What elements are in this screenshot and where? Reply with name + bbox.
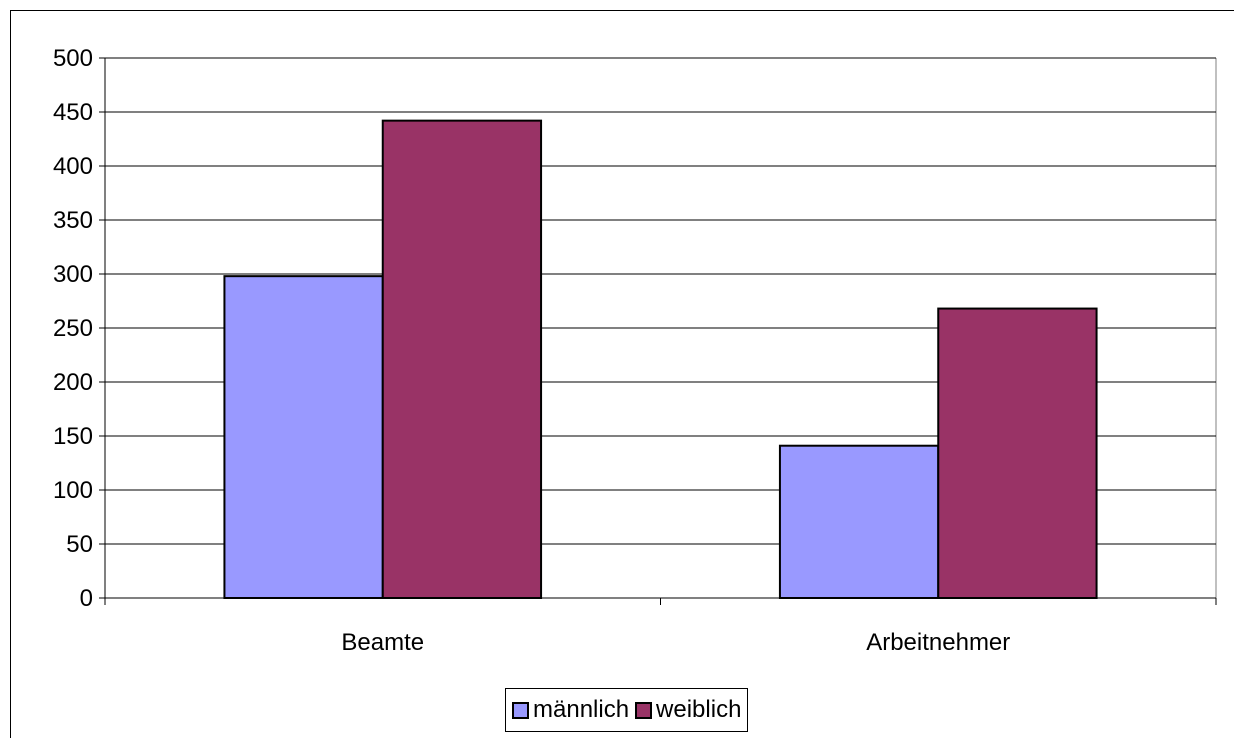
x-category-label: Arbeitnehmer	[866, 629, 1010, 656]
legend-item-male: männlich	[512, 696, 629, 724]
y-tick-label: 50	[66, 531, 93, 558]
y-tick-label: 0	[80, 585, 93, 612]
x-category-label: Beamte	[341, 629, 424, 656]
bar	[778, 444, 940, 599]
y-tick-label: 150	[53, 423, 93, 450]
chart-frame	[10, 10, 1234, 738]
legend-swatch-male	[512, 701, 529, 719]
bar	[937, 307, 1098, 599]
y-tick-label: 500	[53, 45, 93, 72]
legend-label-female: weiblich	[656, 696, 742, 723]
legend-swatch-female	[635, 701, 653, 719]
bar	[223, 275, 384, 599]
legend: männlich weiblich	[505, 688, 749, 732]
y-tick-label: 400	[53, 153, 93, 180]
y-tick-label: 450	[53, 99, 93, 126]
bar	[381, 119, 543, 599]
y-tick-label: 100	[53, 477, 93, 504]
y-tick-label: 300	[53, 261, 93, 288]
y-tick-label: 250	[53, 315, 93, 342]
y-tick-label: 200	[53, 369, 93, 396]
bars-layer	[223, 119, 1098, 599]
axis-layer	[99, 57, 1217, 605]
legend-label-male: männlich	[533, 696, 630, 723]
labels-layer: 0 50 100 150 200 250 300 350 400 450 500 Beamte Arbe…	[53, 45, 1010, 656]
y-tick-label: 350	[53, 207, 93, 234]
legend-item-female: weiblich	[635, 696, 741, 724]
